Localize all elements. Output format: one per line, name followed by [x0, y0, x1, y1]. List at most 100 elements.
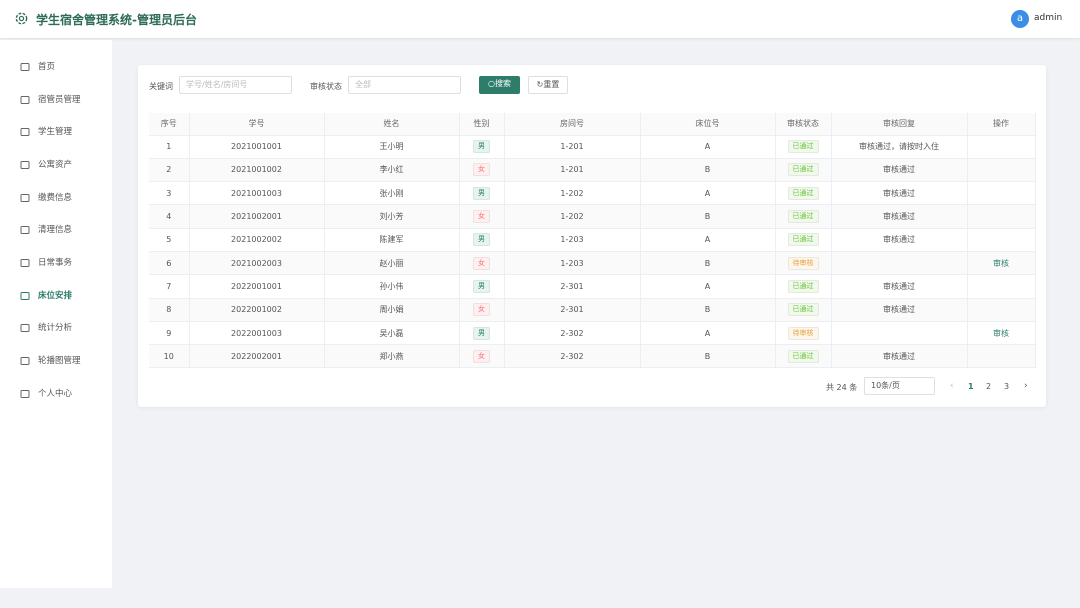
- cell-text: 2021002003: [231, 258, 282, 268]
- menu-label: 床位安排: [38, 291, 73, 301]
- username[interactable]: admin: [1034, 13, 1063, 23]
- cell-text: 李小红: [379, 165, 404, 175]
- cell-text: 9: [166, 328, 172, 338]
- menu-icon: [20, 96, 30, 104]
- table-cell: 男: [459, 228, 505, 252]
- tag: 已通过: [787, 279, 819, 293]
- table-cell: 2021002002: [189, 228, 325, 252]
- table-cell: 2: [149, 158, 190, 183]
- menu-label: 宿管员管理: [38, 95, 81, 105]
- menu-item[interactable]: 床位安排: [0, 286, 112, 306]
- menu-item[interactable]: 个人中心: [0, 384, 112, 404]
- table-cell: B: [640, 298, 776, 322]
- table-cell: [967, 228, 1036, 252]
- table-cell: 2-302: [504, 321, 641, 346]
- cell-text: 审核通过: [883, 281, 915, 291]
- column-header: 房间号: [504, 113, 641, 136]
- column-header: 床位号: [640, 113, 776, 136]
- prev-page[interactable]: ‹: [950, 381, 954, 391]
- cell-text: A: [704, 328, 711, 338]
- table-cell: 1-203: [504, 228, 641, 252]
- search-button[interactable]: ○搜索: [479, 76, 520, 94]
- cell-text: A: [704, 142, 711, 152]
- table-cell: 2021001002: [189, 158, 325, 183]
- keyword-input[interactable]: 学号/姓名/房间号: [179, 76, 292, 94]
- table-cell: 5: [149, 228, 190, 252]
- table-cell: 10: [149, 344, 190, 369]
- table-cell: 审核通过: [831, 158, 968, 183]
- table-cell: 8: [149, 298, 190, 322]
- tag: 已通过: [787, 186, 819, 200]
- menu-item[interactable]: 首页: [0, 57, 112, 77]
- menu-item[interactable]: 学生管理: [0, 122, 112, 142]
- table-cell: B: [640, 204, 776, 229]
- cell-text: 2021001001: [231, 142, 282, 152]
- table-cell: 6: [149, 251, 190, 276]
- tag: 已通过: [787, 233, 819, 247]
- action-link[interactable]: 审核: [993, 258, 1009, 268]
- tag: 已通过: [787, 140, 819, 154]
- page-size-select[interactable]: 10条/页: [864, 377, 935, 395]
- logo-icon: [15, 12, 28, 25]
- table-row: 5 2021002002 陈建军 男 1-203 A 已通过 审核通过: [149, 228, 1036, 252]
- table-cell: A: [640, 135, 776, 159]
- cell-text: 陈建军: [379, 235, 404, 245]
- search-button-label: ○: [488, 79, 495, 88]
- page-number[interactable]: 3: [1004, 382, 1010, 391]
- table-cell: 男: [459, 274, 505, 299]
- content-card: 关键词 学号/姓名/房间号 审核状态 全部 ○搜索 ↻重置 序号 学号 姓名 性别 房间…: [138, 65, 1046, 407]
- tag: 待审核: [787, 256, 819, 270]
- cell-text: 张小刚: [379, 188, 404, 198]
- avatar[interactable]: a: [1011, 10, 1029, 28]
- menu-item[interactable]: 清理信息: [0, 220, 112, 240]
- table-cell: 审核通过: [831, 181, 968, 206]
- cell-text: 审核通过: [883, 212, 915, 222]
- menu-label: 缴费信息: [38, 193, 73, 203]
- table-cell: [831, 321, 968, 346]
- menu-item[interactable]: 日常事务: [0, 253, 112, 273]
- menu-item[interactable]: 统计分析: [0, 318, 112, 338]
- table-cell: 审核通过: [831, 298, 968, 322]
- cell-text: 2-301: [560, 305, 584, 315]
- menu-item[interactable]: 宿管员管理: [0, 90, 112, 110]
- table-cell: 已通过: [775, 158, 832, 183]
- table-cell: 男: [459, 321, 505, 346]
- column-header: 序号: [149, 113, 190, 136]
- table-cell: 女: [459, 344, 505, 369]
- table-cell: B: [640, 158, 776, 183]
- cell-text: A: [704, 281, 711, 291]
- cell-text: 孙小伟: [379, 281, 404, 291]
- table-cell: 审核通过: [831, 228, 968, 252]
- tag: 已通过: [787, 210, 819, 224]
- table-row: 7 2022001001 孙小伟 男 2-301 A 已通过 审核通过: [149, 274, 1036, 299]
- table-cell: [967, 274, 1036, 299]
- table-cell: 已通过: [775, 204, 832, 229]
- reset-button[interactable]: ↻重置: [528, 76, 568, 94]
- cell-text: 吴小磊: [379, 328, 404, 338]
- cell-text: 1-202: [560, 212, 584, 222]
- action-link[interactable]: 审核: [993, 328, 1009, 338]
- table-cell: [831, 251, 968, 276]
- status-label: 审核状态: [310, 82, 342, 91]
- table-cell: 3: [149, 181, 190, 206]
- page-number[interactable]: 2: [986, 382, 992, 391]
- tag: 已通过: [787, 303, 819, 317]
- table-cell: 张小刚: [324, 181, 460, 206]
- menu-icon: [20, 226, 30, 234]
- menu-item[interactable]: 轮播图管理: [0, 351, 112, 371]
- menu-item[interactable]: 公寓资产: [0, 155, 112, 175]
- table-cell: 已通过: [775, 181, 832, 206]
- menu-item[interactable]: 缴费信息: [0, 188, 112, 208]
- next-page[interactable]: ›: [1024, 381, 1028, 391]
- page-number[interactable]: 1: [968, 382, 974, 391]
- table-cell: 2022001001: [189, 274, 325, 299]
- table-row: 8 2022001002 周小娟 女 2-301 B 已通过 审核通过: [149, 298, 1036, 322]
- table-cell: [967, 204, 1036, 229]
- cell-text: 1-202: [560, 188, 584, 198]
- table-cell: 2-302: [504, 344, 641, 369]
- column-header: 性别: [459, 113, 505, 136]
- table-cell: [967, 181, 1036, 206]
- table-cell: 孙小伟: [324, 274, 460, 299]
- status-select[interactable]: 全部: [348, 76, 461, 94]
